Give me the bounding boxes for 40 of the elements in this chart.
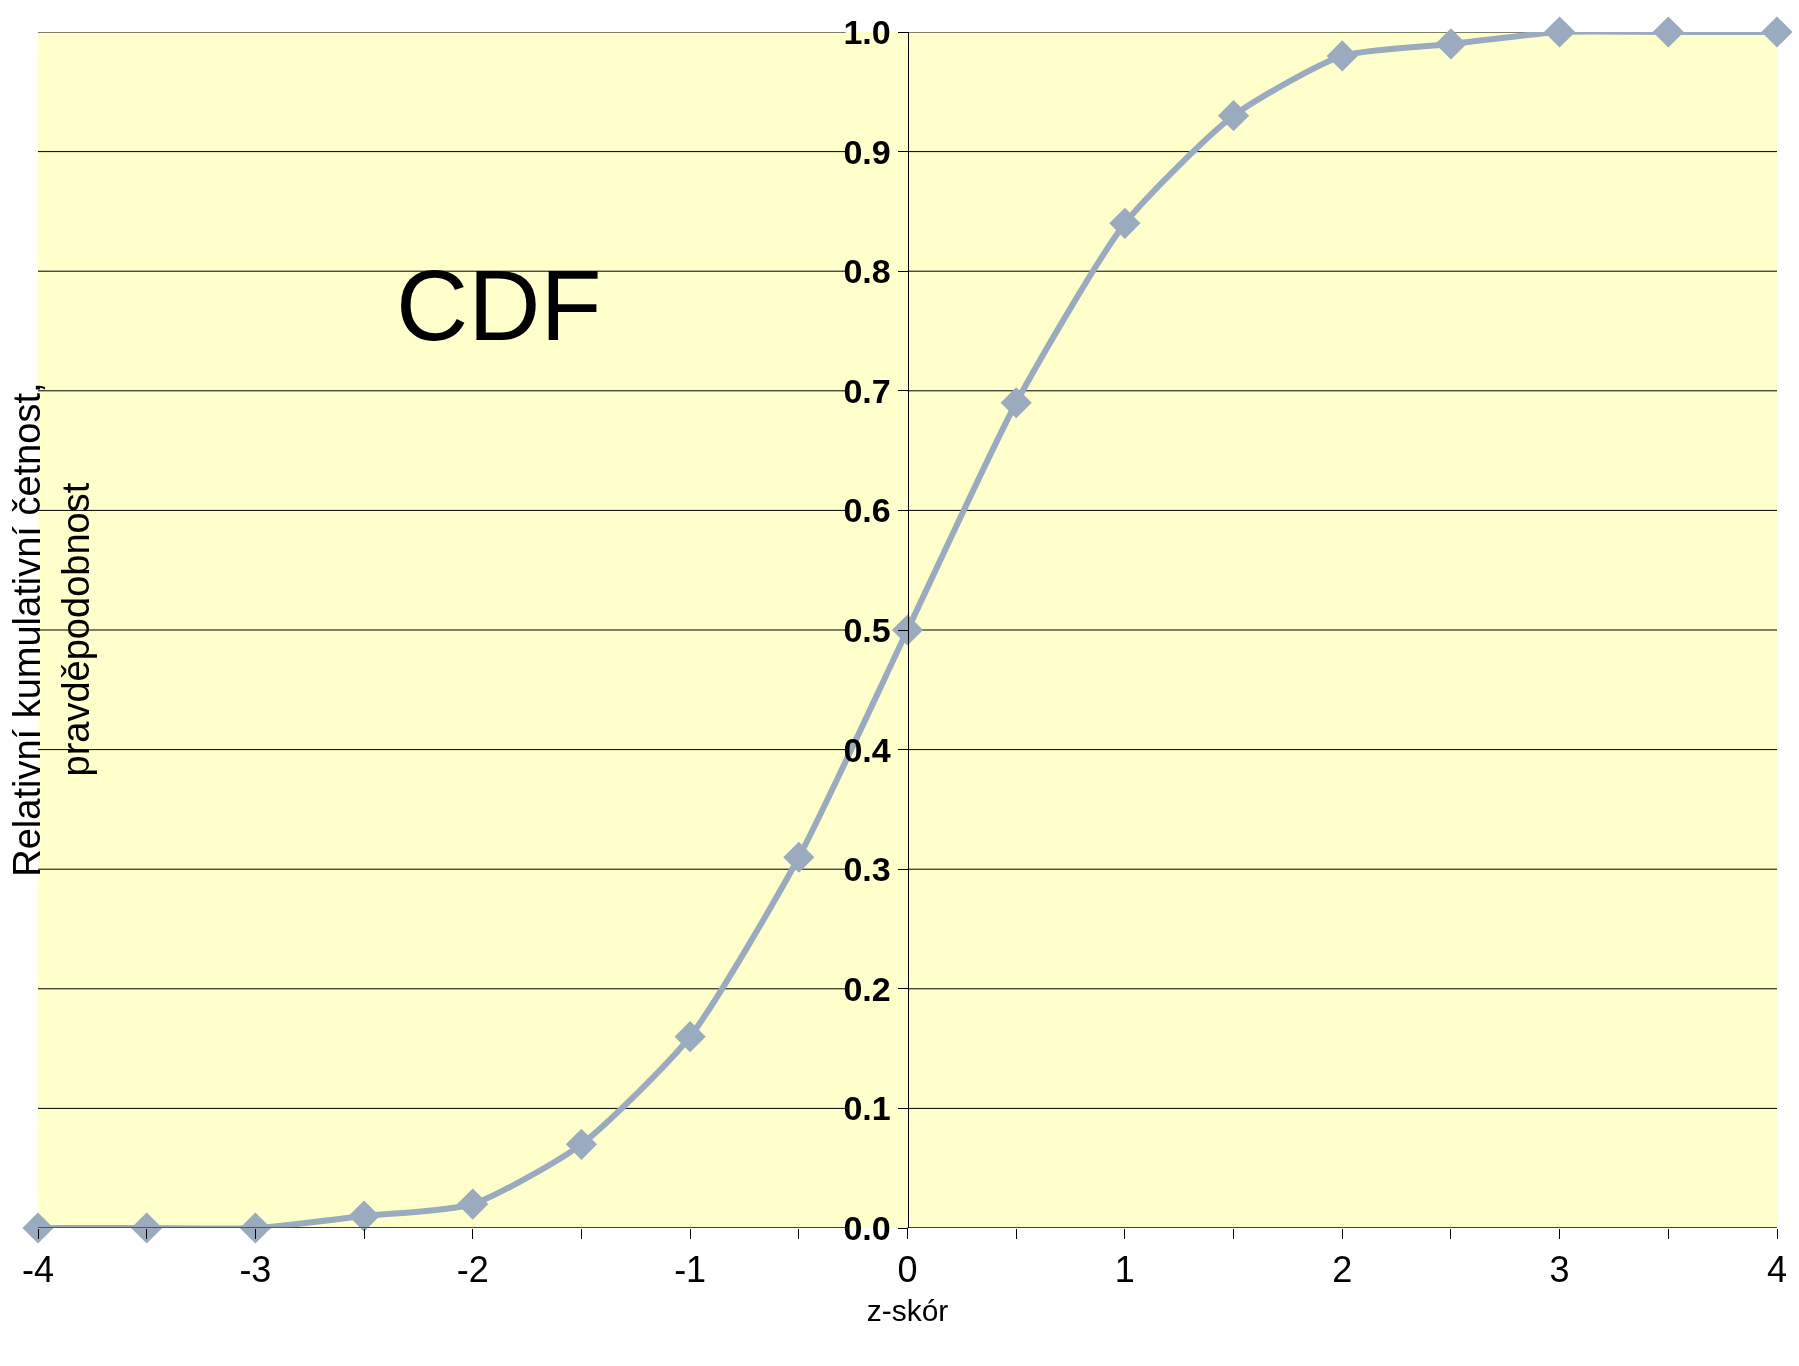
y-tick-label: 0.4 — [843, 730, 891, 769]
y-axis-title: Relativní kumulativní četnost, pravděpodobnost — [5, 382, 98, 877]
point — [783, 841, 815, 873]
y-tick-label: 0.3 — [843, 850, 891, 889]
point — [1000, 387, 1032, 419]
y-tick-label: 0.0 — [843, 1208, 891, 1247]
point — [1217, 100, 1250, 132]
point — [891, 614, 924, 646]
point — [565, 1128, 598, 1160]
y-tick-label: 1.0 — [843, 12, 891, 51]
point — [131, 1212, 163, 1244]
point — [1652, 16, 1684, 48]
x-tick-label: 1 — [1114, 1249, 1135, 1291]
y-tick-label: 0.2 — [843, 969, 891, 1008]
x-tick-label: 4 — [1766, 1249, 1788, 1291]
point — [348, 1200, 380, 1232]
x-tick-label: -3 — [239, 1249, 272, 1291]
x-tick-label: 0 — [897, 1249, 918, 1291]
point — [1109, 207, 1141, 239]
y-tick-label: 0.8 — [843, 252, 891, 291]
x-tick-label: -4 — [21, 1249, 55, 1291]
y-tick-label: 0.7 — [843, 371, 891, 410]
x-tick-label: -2 — [456, 1249, 489, 1291]
y-tick-label: 0.1 — [843, 1089, 891, 1128]
point — [457, 1188, 489, 1220]
point — [239, 1212, 271, 1244]
point — [1326, 40, 1358, 72]
y-tick-label: 0.9 — [843, 132, 891, 171]
point — [22, 1212, 54, 1244]
y-tick-label: 0.5 — [843, 610, 891, 649]
x-tick-label: 3 — [1549, 1249, 1570, 1291]
point — [674, 1021, 706, 1053]
annotation: CDF — [396, 249, 602, 361]
y-tick-label: 0.6 — [843, 491, 891, 530]
point — [1544, 16, 1576, 48]
x-axis-title: z-skór — [866, 1293, 949, 1327]
point — [1435, 28, 1467, 60]
x-tick-label: -1 — [674, 1249, 707, 1291]
point — [1761, 16, 1793, 48]
x-tick-label: 2 — [1332, 1249, 1353, 1291]
